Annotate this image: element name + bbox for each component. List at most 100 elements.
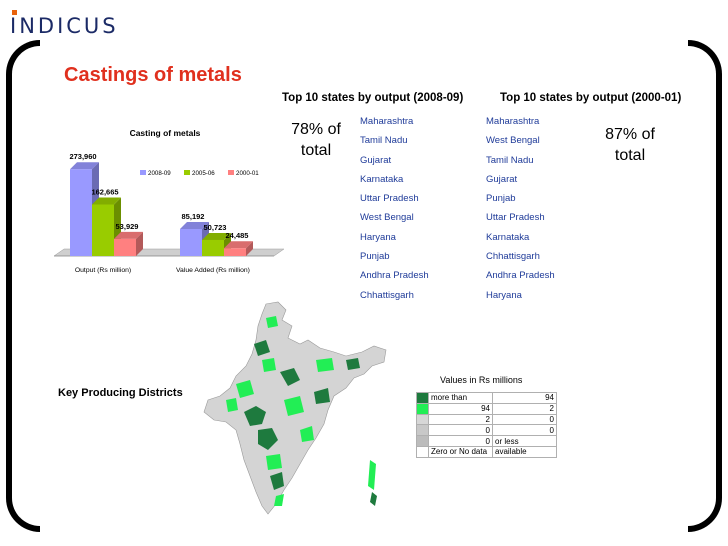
bar (202, 239, 224, 256)
x-tick-label: Output (Rs million) (75, 267, 131, 274)
map-region-bright (266, 454, 282, 470)
data-label: 273,960 (69, 152, 96, 161)
bar-top (224, 241, 253, 249)
legend-swatch (140, 170, 146, 175)
bar-top (92, 197, 121, 205)
bar-side (136, 231, 143, 256)
bar (224, 248, 246, 256)
legend-high: 0 (492, 424, 557, 437)
legend-low: 0 (428, 435, 493, 447)
bar-side (246, 241, 253, 256)
share-2000-01: 87% of total (605, 126, 655, 164)
list-item: Chhattisgarh (360, 289, 414, 301)
map-region-dark (280, 368, 300, 386)
legend-swatch (416, 445, 429, 458)
map-region-dark (254, 340, 270, 356)
map-region-bright (236, 380, 254, 398)
legend-row: 0 0 (416, 424, 557, 437)
island-region (370, 492, 377, 506)
key-districts-label: Key Producing Districts (58, 387, 183, 399)
data-label: 162,665 (91, 187, 118, 196)
list-item: Uttar Pradesh (360, 193, 419, 205)
legend-low: Zero or No data (428, 445, 493, 458)
bar-top (180, 222, 209, 230)
legend-swatch (416, 413, 429, 426)
map-region-bright (274, 494, 284, 506)
legend-row: 0 or less (416, 435, 557, 447)
map-region-bright (316, 358, 334, 372)
indicus-logo: INDICUS (6, 6, 118, 38)
list-item: Gujarat (360, 154, 392, 166)
bar-top (202, 232, 231, 240)
legend-swatch (416, 424, 429, 437)
map-region-bright (226, 398, 238, 412)
legend-swatch (416, 392, 429, 404)
states-list-2000-01: Maharashtra West Bengal Tamil Nadu Gujar… (486, 116, 606, 309)
list-item: West Bengal (360, 212, 414, 224)
slide-title: Castings of metals (64, 64, 242, 86)
data-label: 24,485 (226, 231, 249, 240)
legend-row: more than 94 (416, 392, 557, 404)
india-district-map (203, 301, 387, 515)
bar (114, 238, 136, 256)
logo-accent (12, 10, 17, 15)
map-region-bright (300, 426, 314, 442)
list-item: Andhra Pradesh (360, 270, 429, 282)
bar (180, 229, 202, 256)
bar-chart-svg: Casting of metals 2008-09 2005-06 2000-01 … (53, 128, 285, 274)
legend-high: 2 (492, 402, 557, 415)
chart-x-ticks: Output (Rs million) Value Added (Rs milli… (75, 267, 250, 274)
list-item: Haryana (486, 289, 522, 301)
list-item: West Bengal (486, 135, 540, 147)
list-item: Karnataka (486, 231, 530, 243)
legend-label: 2000-01 (236, 170, 259, 177)
list-item: Gujarat (486, 173, 518, 185)
chart-legend: 2008-09 2005-06 2000-01 (140, 170, 259, 177)
map-region-dark (346, 358, 360, 370)
legend-label: 2008-09 (148, 170, 171, 177)
bar (70, 169, 92, 256)
map-region-dark (270, 472, 284, 490)
legend-row: 2 0 (416, 413, 557, 426)
legend-swatch (184, 170, 190, 175)
list-item: Tamil Nadu (360, 135, 408, 147)
x-tick-label: Value Added (Rs million) (176, 267, 250, 274)
list-item: Punjab (486, 193, 516, 205)
data-label: 50,723 (204, 223, 227, 232)
list-item: Uttar Pradesh (486, 212, 545, 224)
list-item: Karnataka (360, 173, 404, 185)
list-item: Punjab (360, 251, 390, 263)
map-region-dark (258, 428, 278, 450)
share-2008-09: 78% of total (291, 121, 341, 159)
map-region-dark (314, 388, 330, 404)
legend-high: 94 (492, 392, 557, 404)
legend-row: Zero or No data available (416, 445, 557, 458)
map-region-bright (266, 316, 278, 328)
list-item: Andhra Pradesh (486, 270, 555, 282)
island-region (368, 460, 376, 490)
map-region-bright (284, 396, 304, 416)
data-label: 53,929 (116, 222, 139, 231)
legend-low: more than (428, 392, 493, 404)
legend-row: 94 2 (416, 402, 557, 415)
casting-bar-chart: Casting of metals 2008-09 2005-06 2000-01 … (48, 116, 290, 278)
chart-title: Casting of metals (130, 128, 201, 138)
bar-top (70, 162, 99, 170)
right-bracket-decoration (688, 40, 722, 532)
states-list-2008-09: Maharashtra Tamil Nadu Gujarat Karnataka… (360, 116, 480, 309)
legend-swatch (416, 435, 429, 447)
list-item: Tamil Nadu (486, 154, 534, 166)
legend-label: 2005-06 (192, 170, 215, 177)
logo-text: INDICUS (10, 14, 119, 38)
bar (92, 204, 114, 256)
legend-low: 2 (428, 413, 493, 426)
legend-high: 0 (492, 413, 557, 426)
list-item: Chhattisgarh (486, 251, 540, 263)
list-item: Maharashtra (486, 116, 540, 127)
map-region-dark (244, 406, 266, 426)
legend-title: Values in Rs millions (440, 375, 523, 385)
bar-top (114, 231, 143, 239)
legend-swatch (416, 402, 429, 415)
list-item: Haryana (360, 231, 396, 243)
